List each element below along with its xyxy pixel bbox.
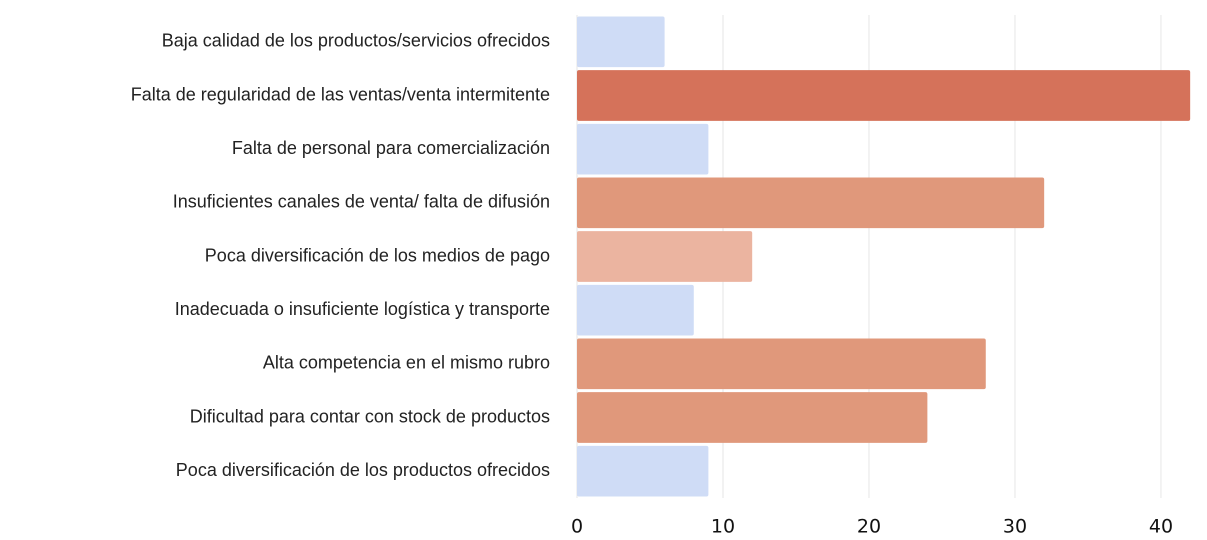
y-tick-label: Poca diversificación de los productos of… [176, 460, 550, 480]
bar [577, 284, 694, 336]
bar [577, 445, 709, 497]
y-tick-label: Alta competencia en el mismo rubro [263, 353, 550, 373]
y-tick-label: Falta de personal para comercialización [232, 138, 550, 158]
bar [577, 392, 928, 443]
x-tick-label: 0 [571, 516, 583, 538]
y-tick-label: Dificultad para contar con stock de prod… [190, 406, 550, 426]
bar [577, 70, 1191, 121]
x-tick-label: 10 [711, 516, 735, 538]
bar [577, 123, 709, 175]
y-tick-label: Baja calidad de los productos/servicios … [162, 31, 550, 51]
bar [577, 16, 665, 68]
bar [577, 338, 986, 390]
x-tick-label: 40 [1149, 516, 1173, 538]
y-tick-label: Poca diversificación de los medios de pa… [205, 245, 550, 265]
y-tick-label: Falta de regularidad de las ventas/venta… [131, 84, 550, 104]
y-tick-label: Inadecuada o insuficiente logística y tr… [175, 299, 550, 319]
bar [577, 177, 1045, 229]
x-tick-label: 20 [857, 516, 881, 538]
y-tick-label: Insuficientes canales de venta/ falta de… [173, 192, 550, 212]
bar [577, 231, 753, 282]
x-tick-label: 30 [1003, 516, 1027, 538]
